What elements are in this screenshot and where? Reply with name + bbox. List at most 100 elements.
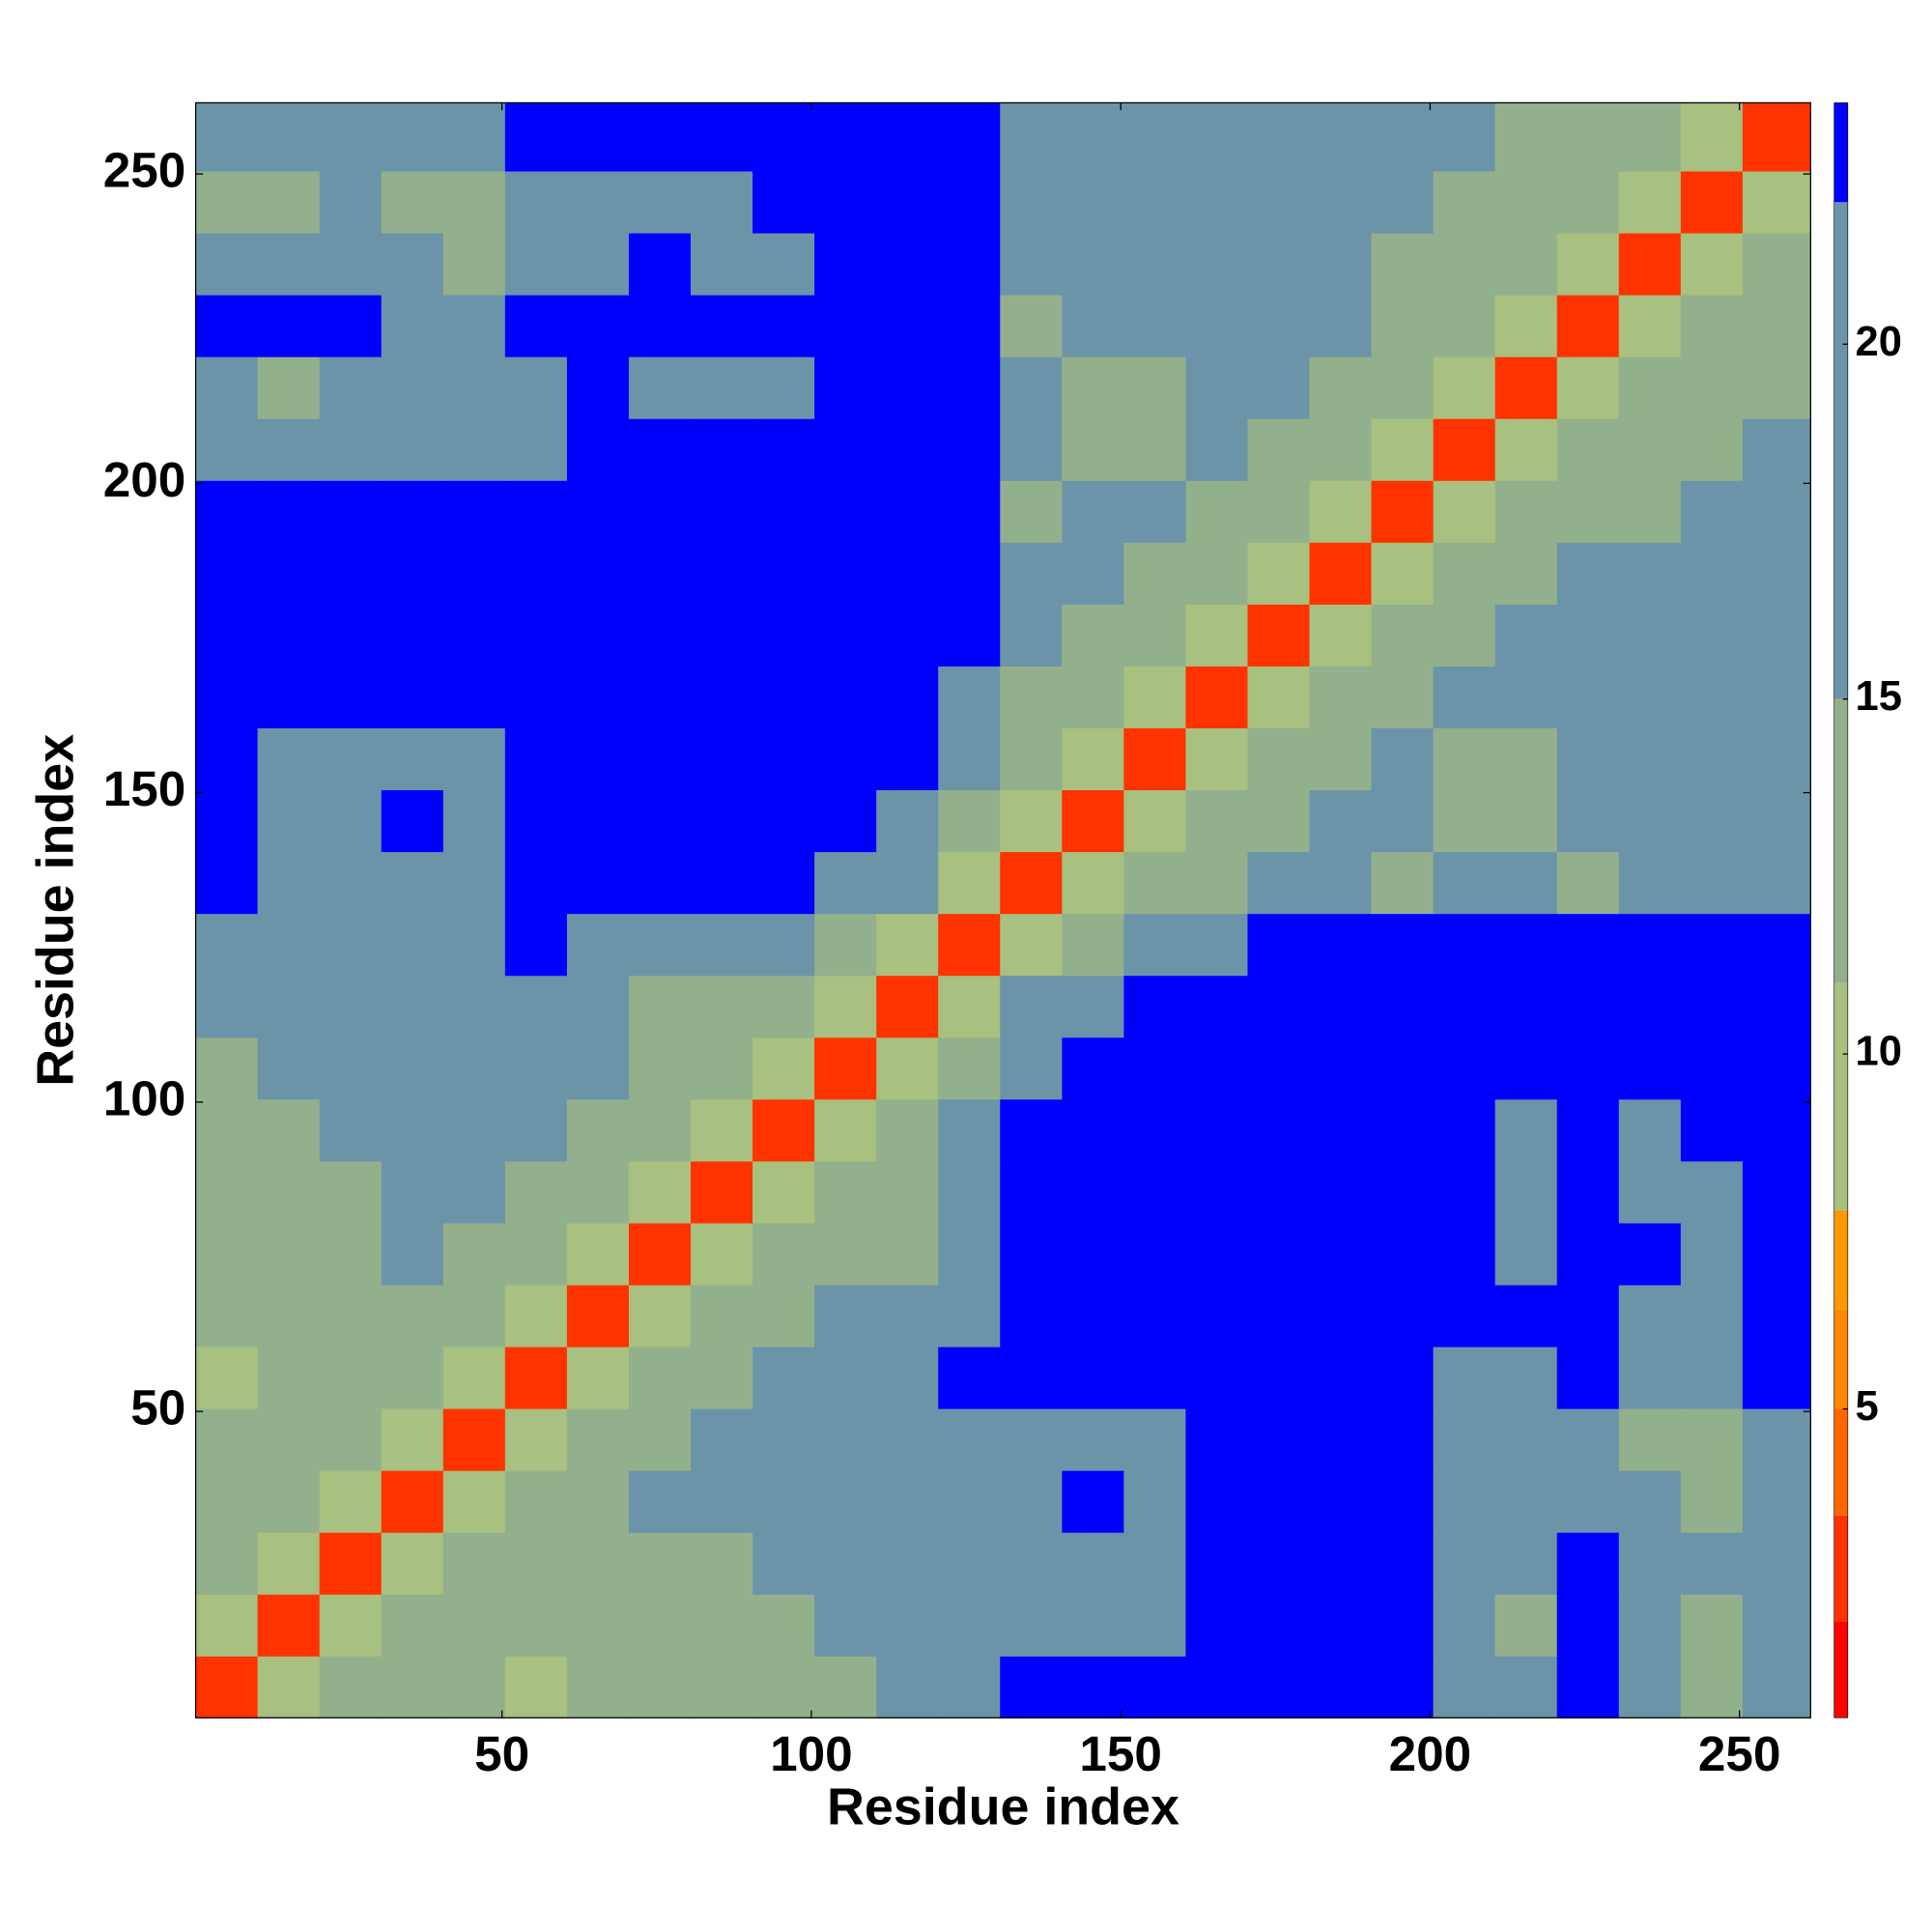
heatmap-cell xyxy=(195,356,259,419)
heatmap-cell xyxy=(1309,418,1373,481)
heatmap-cell xyxy=(504,1407,568,1471)
heatmap-cell xyxy=(1062,1532,1125,1595)
heatmap-cell xyxy=(442,789,506,853)
heatmap-cell xyxy=(504,170,568,234)
heatmap-cell xyxy=(1247,1656,1311,1719)
colorbar-band xyxy=(1833,102,1848,203)
heatmap-cell xyxy=(1494,1469,1558,1533)
heatmap-cell xyxy=(628,1222,692,1286)
heatmap-cell xyxy=(195,1656,259,1719)
heatmap-cell xyxy=(442,356,506,419)
heatmap-cell xyxy=(1680,1346,1744,1409)
heatmap-cell xyxy=(753,1160,815,1224)
heatmap-cell xyxy=(1309,1222,1373,1286)
heatmap-cell xyxy=(1371,1656,1435,1719)
heatmap-cell xyxy=(1062,1098,1125,1162)
heatmap-cell xyxy=(876,604,939,667)
heatmap-cell xyxy=(1371,1160,1435,1224)
heatmap-cell xyxy=(1185,666,1249,728)
heatmap-cell xyxy=(566,1160,630,1224)
heatmap-cell xyxy=(1185,604,1249,667)
colorbar-band xyxy=(1833,202,1848,699)
heatmap-cell xyxy=(195,975,259,1038)
heatmap-cell xyxy=(1742,1037,1811,1100)
heatmap-cell xyxy=(1247,913,1311,977)
heatmap-cell xyxy=(1062,232,1125,296)
heatmap-cell xyxy=(1062,102,1125,172)
heatmap-cell xyxy=(1185,1098,1249,1162)
heatmap-cell xyxy=(566,666,630,728)
heatmap-cell xyxy=(442,1532,506,1595)
heatmap-cell xyxy=(1000,542,1063,605)
heatmap-cell xyxy=(1371,1346,1435,1409)
heatmap-cell xyxy=(1185,232,1249,296)
heatmap-cell xyxy=(257,1469,321,1533)
heatmap-cell xyxy=(1247,1532,1311,1595)
heatmap-cell xyxy=(381,1656,444,1719)
heatmap-cell xyxy=(1062,1037,1125,1100)
heatmap-cell xyxy=(1062,170,1125,234)
heatmap-cell xyxy=(442,851,506,915)
heatmap-cell xyxy=(1123,418,1187,481)
heatmap-cell xyxy=(1742,232,1811,296)
heatmap-cell xyxy=(1309,1284,1373,1348)
heatmap-cell xyxy=(1680,1284,1744,1348)
heatmap-cell xyxy=(753,294,815,357)
heatmap-cell xyxy=(1433,170,1496,234)
heatmap-cell xyxy=(1000,1532,1063,1595)
heatmap-cell xyxy=(1742,727,1811,791)
heatmap-cell xyxy=(690,294,753,357)
heatmap-cell xyxy=(195,604,259,667)
heatmap-cell xyxy=(876,913,939,977)
heatmap-cell xyxy=(195,789,259,853)
heatmap-cell xyxy=(1618,356,1682,419)
heatmap-cell xyxy=(1556,480,1620,543)
heatmap-cell xyxy=(814,1284,877,1348)
heatmap-cell xyxy=(195,1222,259,1286)
heatmap-cell xyxy=(504,356,568,419)
heatmap-cell xyxy=(195,851,259,915)
heatmap-cell xyxy=(442,666,506,728)
heatmap-cell xyxy=(319,1284,383,1348)
heatmap-cell xyxy=(1680,666,1744,728)
heatmap-cell xyxy=(1123,604,1187,667)
heatmap-cell xyxy=(1062,1222,1125,1286)
heatmap-cell xyxy=(1371,1098,1435,1162)
heatmap-cell xyxy=(1742,356,1811,419)
heatmap-cell xyxy=(319,1532,383,1595)
heatmap-cell xyxy=(1309,913,1373,977)
heatmap-cell xyxy=(442,1594,506,1657)
heatmap-cell xyxy=(1618,913,1682,977)
heatmap-cell xyxy=(1680,1160,1744,1224)
heatmap-cell xyxy=(876,418,939,481)
heatmap-cell xyxy=(257,1407,321,1471)
heatmap-cell xyxy=(319,542,383,605)
heatmap-cell xyxy=(1371,232,1435,296)
heatmap-cell xyxy=(257,1656,321,1719)
heatmap-cell xyxy=(319,789,383,853)
heatmap-cell xyxy=(195,1469,259,1533)
heatmap-cell xyxy=(1680,789,1744,853)
heatmap-cell xyxy=(319,102,383,172)
heatmap-cell xyxy=(628,1098,692,1162)
heatmap-cell xyxy=(753,232,815,296)
heatmap-cell xyxy=(628,913,692,977)
x-tick-label: 50 xyxy=(474,1726,529,1781)
heatmap-cell xyxy=(381,542,444,605)
colorbar-band xyxy=(1833,1621,1848,1719)
heatmap-cell xyxy=(938,666,1001,728)
heatmap-cell xyxy=(876,1098,939,1162)
heatmap-cell xyxy=(876,1284,939,1348)
heatmap-cell xyxy=(1371,1594,1435,1657)
heatmap-cell xyxy=(319,975,383,1038)
heatmap-cell xyxy=(442,480,506,543)
heatmap-cell xyxy=(1309,480,1373,543)
heatmap-cell xyxy=(690,1594,753,1657)
heatmap-cell xyxy=(1680,170,1744,234)
heatmap-cell xyxy=(938,975,1001,1038)
heatmap-cell xyxy=(1618,418,1682,481)
heatmap-cell xyxy=(381,418,444,481)
heatmap-cell xyxy=(1618,789,1682,853)
heatmap-cell xyxy=(1062,851,1125,915)
heatmap-cell xyxy=(1185,294,1249,357)
